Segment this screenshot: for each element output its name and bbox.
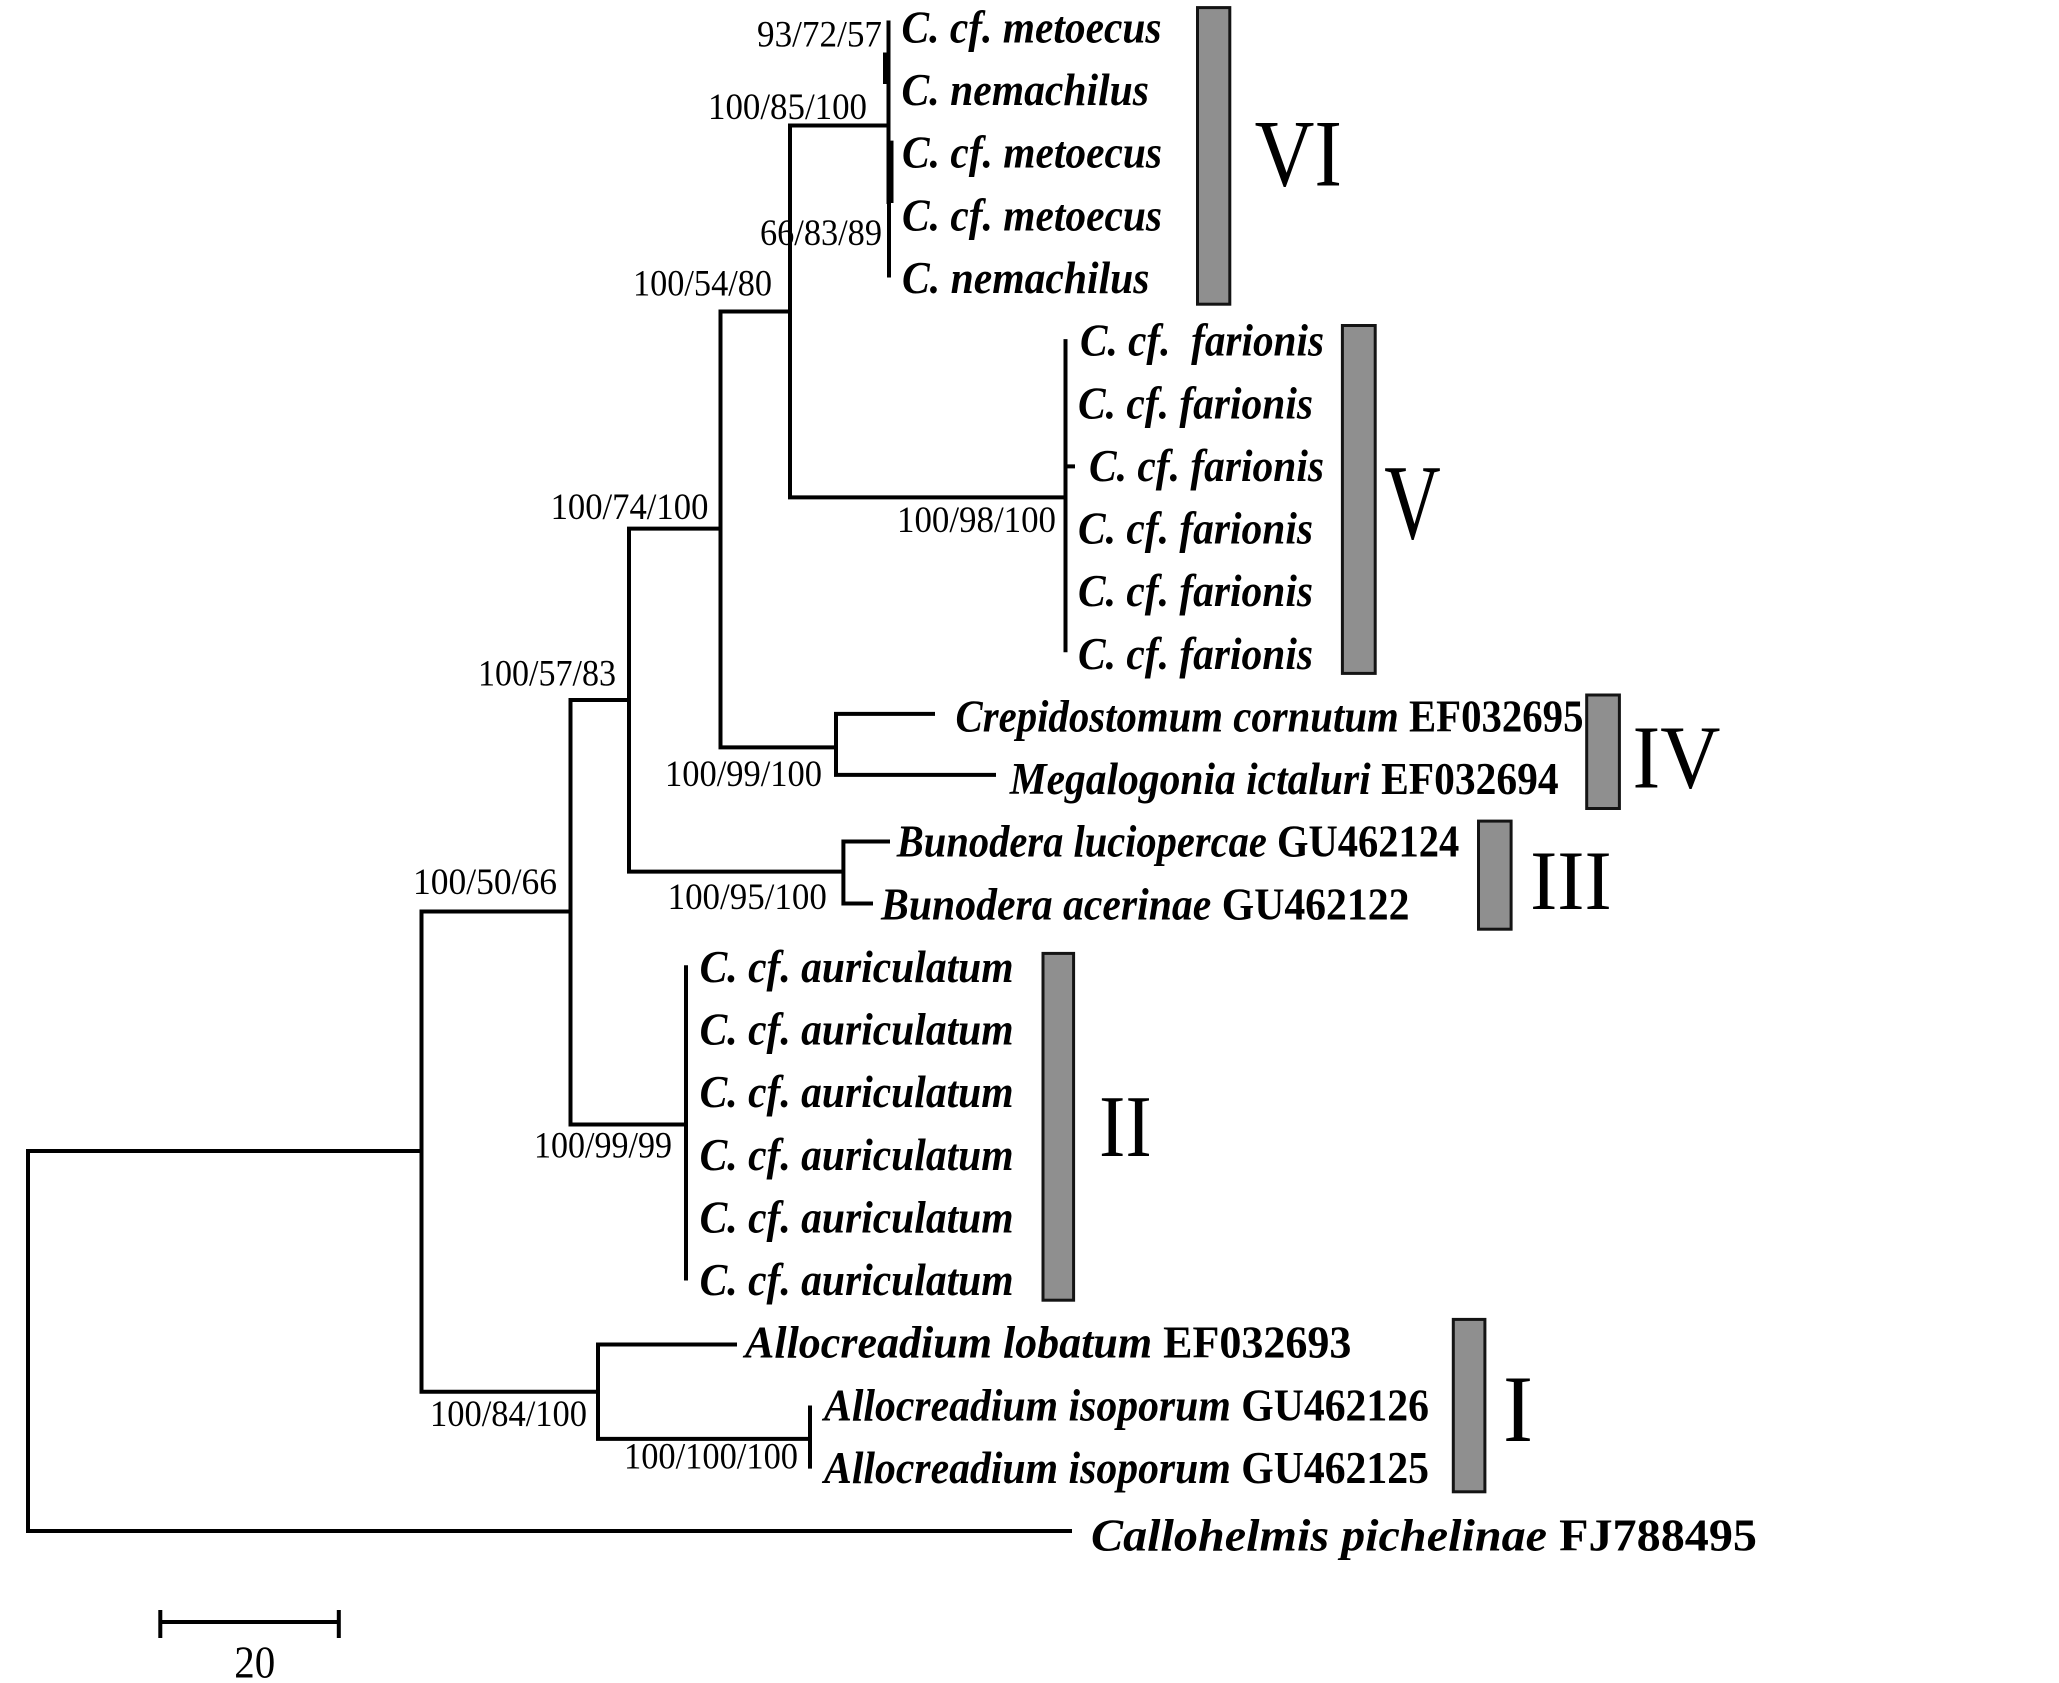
svg-text:100/85/100: 100/85/100	[708, 87, 867, 128]
svg-text:100/95/100: 100/95/100	[668, 877, 827, 918]
svg-text:VI: VI	[1255, 100, 1342, 206]
svg-text:100/100/100: 100/100/100	[624, 1437, 798, 1478]
svg-text:V: V	[1384, 445, 1441, 563]
svg-text:C. cf. farionis: C. cf. farionis	[1089, 441, 1324, 491]
svg-text:C. cf. farionis: C. cf. farionis	[1078, 629, 1313, 679]
svg-text:100/99/99: 100/99/99	[534, 1126, 672, 1167]
svg-text:C. cf. auriculatum: C. cf. auriculatum	[700, 1193, 1014, 1243]
svg-text:C. cf. auriculatum: C. cf. auriculatum	[700, 942, 1014, 992]
svg-text:100/74/100: 100/74/100	[551, 487, 709, 528]
svg-text:C. cf. auriculatum: C. cf. auriculatum	[700, 1005, 1014, 1055]
svg-text:C. nemachilus: C. nemachilus	[902, 253, 1150, 303]
svg-text:100/54/80: 100/54/80	[633, 264, 772, 305]
svg-text:Bunodera acerinae GU462122: Bunodera acerinae GU462122	[880, 879, 1409, 929]
svg-text:C. cf. auriculatum: C. cf. auriculatum	[700, 1130, 1014, 1180]
svg-text:93/72/57: 93/72/57	[757, 15, 882, 56]
svg-text:C. cf. metoecus: C. cf. metoecus	[902, 190, 1162, 240]
svg-text:Megalogonia ictaluri EF032694: Megalogonia ictaluri EF032694	[1009, 754, 1559, 804]
svg-text:100/50/66: 100/50/66	[413, 862, 557, 903]
svg-text:C. cf. auriculatum: C. cf. auriculatum	[700, 1067, 1014, 1117]
svg-text:C. cf. farionis: C. cf. farionis	[1078, 504, 1313, 554]
svg-text:100/57/83: 100/57/83	[478, 654, 616, 695]
svg-text:Allocreadium isoporum GU462125: Allocreadium isoporum GU462125	[821, 1443, 1429, 1493]
svg-text:100/98/100: 100/98/100	[897, 500, 1056, 541]
svg-text:Callohelmis pichelinae FJ78849: Callohelmis pichelinae FJ788495	[1091, 1511, 1757, 1561]
svg-text:20: 20	[234, 1636, 275, 1683]
svg-text:Allocreadium isoporum GU462126: Allocreadium isoporum GU462126	[821, 1380, 1429, 1430]
svg-text:66/83/89: 66/83/89	[760, 213, 882, 254]
svg-text:I: I	[1503, 1356, 1533, 1462]
svg-text:C. cf. metoecus: C. cf. metoecus	[902, 2, 1162, 52]
svg-text:Allocreadium lobatum EF032693: Allocreadium lobatum EF032693	[742, 1318, 1351, 1368]
svg-text:100/99/100: 100/99/100	[665, 754, 822, 795]
svg-text:C. cf. farionis: C. cf. farionis	[1078, 566, 1313, 616]
svg-text:C. nemachilus: C. nemachilus	[902, 65, 1150, 115]
svg-text:Bunodera luciopercae GU462124: Bunodera luciopercae GU462124	[896, 817, 1459, 867]
svg-text:III: III	[1530, 834, 1612, 928]
svg-text:C. cf. metoecus: C. cf. metoecus	[902, 128, 1162, 178]
svg-text:100/84/100: 100/84/100	[430, 1394, 587, 1435]
svg-text:C. cf. farionis: C. cf. farionis	[1078, 378, 1313, 428]
svg-text:C. cf. farionis: C. cf. farionis	[1080, 316, 1324, 366]
svg-text:Crepidostomum cornutum EF03269: Crepidostomum cornutum EF032695	[956, 692, 1584, 742]
svg-text:II: II	[1099, 1079, 1152, 1176]
svg-text:C. cf. auriculatum: C. cf. auriculatum	[700, 1255, 1014, 1305]
svg-text:IV: IV	[1633, 709, 1721, 808]
